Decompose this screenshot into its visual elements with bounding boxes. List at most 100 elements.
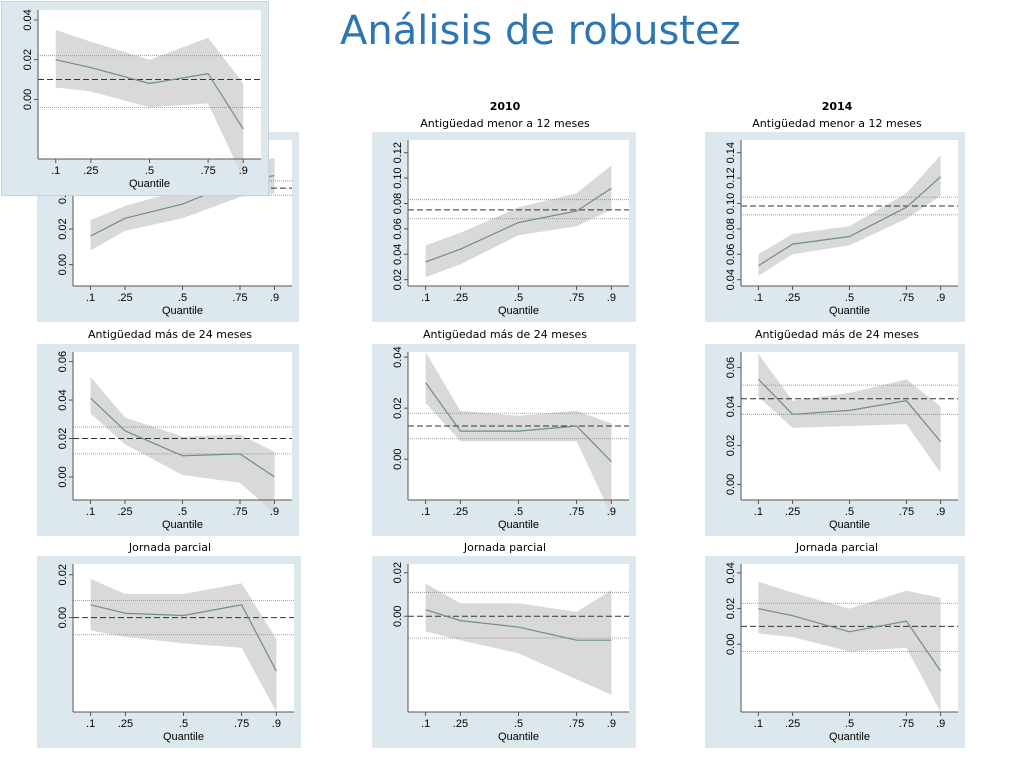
x-tick-label: .5 <box>514 292 523 304</box>
y-tick-label: 0.10 <box>725 193 737 214</box>
y-tick-label: 0.06 <box>392 218 404 239</box>
confidence-band <box>758 353 941 473</box>
x-tick-label: .75 <box>232 292 247 304</box>
quantile-plot: 0.02 0.04 0.06 0.08 0.10 0.12 .1 .25 .5 .75 .9 Quan… <box>392 140 629 317</box>
y-tick-label: 0.04 <box>392 346 404 367</box>
y-tick-label: 0.02 <box>725 598 737 619</box>
quantile-plot: 0.00 0.02 .1 .25 .5 .75 .9 Quantile <box>57 564 294 743</box>
y-tick-label: 0.04 <box>22 9 34 30</box>
x-tick-label: .5 <box>179 718 188 730</box>
panel-title: Jornada parcial <box>795 541 879 554</box>
y-tick-label: 0.06 <box>57 351 69 372</box>
x-tick-label: .75 <box>899 718 914 730</box>
y-tick-label: 0.04 <box>725 562 737 583</box>
chart-panel: 0.00 0.02 0.04 .1 .25 .5 .75 .9 Quantile <box>372 344 636 536</box>
quantile-plot: 0.00 0.02 0.04 .1 .25 .5 .75 .9 Quantile <box>22 9 261 190</box>
x-tick-label: .9 <box>607 292 616 304</box>
y-tick-label: 0.02 <box>57 428 69 449</box>
y-tick-label: 0.00 <box>22 89 34 110</box>
y-tick-label: 0.06 <box>725 244 737 265</box>
x-tick-label: .1 <box>421 292 430 304</box>
y-tick-label: 0.02 <box>392 269 404 290</box>
quantile-estimate-line <box>55 59 244 130</box>
x-tick-label: .5 <box>845 292 854 304</box>
x-tick-label: .9 <box>936 292 945 304</box>
x-tick-label: .5 <box>145 165 154 177</box>
quantile-estimate-line <box>757 378 942 442</box>
panel-title: Antigüedad menor a 12 meses <box>420 117 590 130</box>
y-tick-label: 0.00 <box>57 466 69 487</box>
x-tick-label: .9 <box>270 506 279 518</box>
x-axis-label: Quantile <box>829 731 870 743</box>
panel-title: Antigüedad más de 24 meses <box>88 328 252 341</box>
y-tick-label: 0.10 <box>392 167 404 188</box>
chart-panel: 0.00 0.02 0.04 0.06 .1 .25 .5 .75 .9 Quantile <box>37 344 299 536</box>
x-tick-label: .9 <box>936 718 945 730</box>
x-tick-label: .25 <box>785 292 800 304</box>
quantile-plot: 0.00 0.02 0.04 .1 .25 .5 .75 .9 Quantile <box>725 562 958 743</box>
x-tick-label: .5 <box>845 506 854 518</box>
quantile-estimate-line <box>425 609 612 641</box>
confidence-band <box>425 352 612 516</box>
chart-panel: 0.00 0.02 .1 .25 .5 .75 .9 Quantile <box>37 556 301 748</box>
y-tick-label: 0.02 <box>57 564 69 585</box>
x-tick-label: .75 <box>899 292 914 304</box>
y-tick-label: 0.08 <box>725 218 737 239</box>
confidence-band <box>758 155 941 276</box>
x-axis-label: Quantile <box>162 305 203 317</box>
chart-panel: 0.02 0.04 0.06 0.08 0.10 0.12 .1 .25 .5 .75 .9 Quan… <box>372 132 636 322</box>
y-tick-label: 0.04 <box>392 244 404 265</box>
x-tick-label: .1 <box>86 292 95 304</box>
x-tick-label: .9 <box>936 506 945 518</box>
y-tick-label: 0.06 <box>725 357 737 378</box>
y-tick-label: 0.02 <box>392 562 404 583</box>
x-tick-label: .25 <box>118 718 133 730</box>
x-tick-label: .75 <box>569 718 584 730</box>
x-axis-label: Quantile <box>829 519 870 531</box>
x-tick-label: .25 <box>453 506 468 518</box>
panel-title: Antigüedad más de 24 meses <box>423 328 587 341</box>
confidence-band <box>758 581 941 712</box>
x-tick-label: .75 <box>899 506 914 518</box>
x-tick-label: .9 <box>239 165 248 177</box>
x-tick-label: .1 <box>421 506 430 518</box>
chart-panel: 0.04 0.06 0.08 0.10 0.12 0.14 .1 .25 .5 .75 .9 Quan… <box>705 132 965 322</box>
x-tick-label: .5 <box>178 292 187 304</box>
confidence-band <box>425 583 612 695</box>
x-tick-label: .75 <box>200 165 215 177</box>
quantile-estimate-line <box>758 608 942 672</box>
x-tick-label: .5 <box>178 506 187 518</box>
x-tick-label: .1 <box>754 718 763 730</box>
x-tick-label: .1 <box>754 292 763 304</box>
quantile-plot: 0.04 0.06 0.08 0.10 0.12 0.14 .1 .25 .5 .75 .9 Quan… <box>725 140 958 317</box>
y-tick-label: 0.02 <box>725 435 737 456</box>
x-tick-label: .25 <box>785 718 800 730</box>
column-heading-2014: 2014 <box>821 100 853 113</box>
x-tick-label: .9 <box>270 292 279 304</box>
quantile-plot: 0.00 0.02 .1 .25 .5 .75 .9 Quantile <box>392 562 629 743</box>
x-axis-label: Quantile <box>498 519 539 531</box>
x-tick-label: .1 <box>421 718 430 730</box>
y-tick-label: 0.12 <box>725 167 737 188</box>
x-tick-label: .1 <box>51 165 60 177</box>
panel-title: Antigüedad más de 24 meses <box>755 328 919 341</box>
panel-title: Jornada parcial <box>463 541 547 554</box>
x-tick-label: .1 <box>754 506 763 518</box>
y-tick-label: 0.04 <box>57 389 69 410</box>
x-axis-label: Quantile <box>162 519 203 531</box>
quantile-estimate-line <box>758 176 941 267</box>
slide-title: Análisis de robustez <box>340 8 741 54</box>
chart-panel: 0.00 0.02 0.04 0.06 .1 .25 .5 .75 .9 Quantile <box>705 344 965 536</box>
y-tick-label: 0.02 <box>22 49 34 70</box>
x-tick-label: .1 <box>86 506 95 518</box>
x-tick-label: .9 <box>607 506 616 518</box>
inset-chart-panel: 0.00 0.02 0.04 .1 .25 .5 .75 .9 Quantile <box>2 2 268 195</box>
confidence-band <box>90 377 275 514</box>
x-tick-label: .5 <box>514 506 523 518</box>
chart-panel: 0.00 0.02 0.04 .1 .25 .5 .75 .9 Quantile <box>705 556 965 748</box>
x-tick-label: .25 <box>453 292 468 304</box>
panel-title: Jornada parcial <box>128 541 212 554</box>
quantile-estimate-line <box>90 397 275 478</box>
x-tick-label: .25 <box>117 292 132 304</box>
x-tick-label: .5 <box>514 718 523 730</box>
